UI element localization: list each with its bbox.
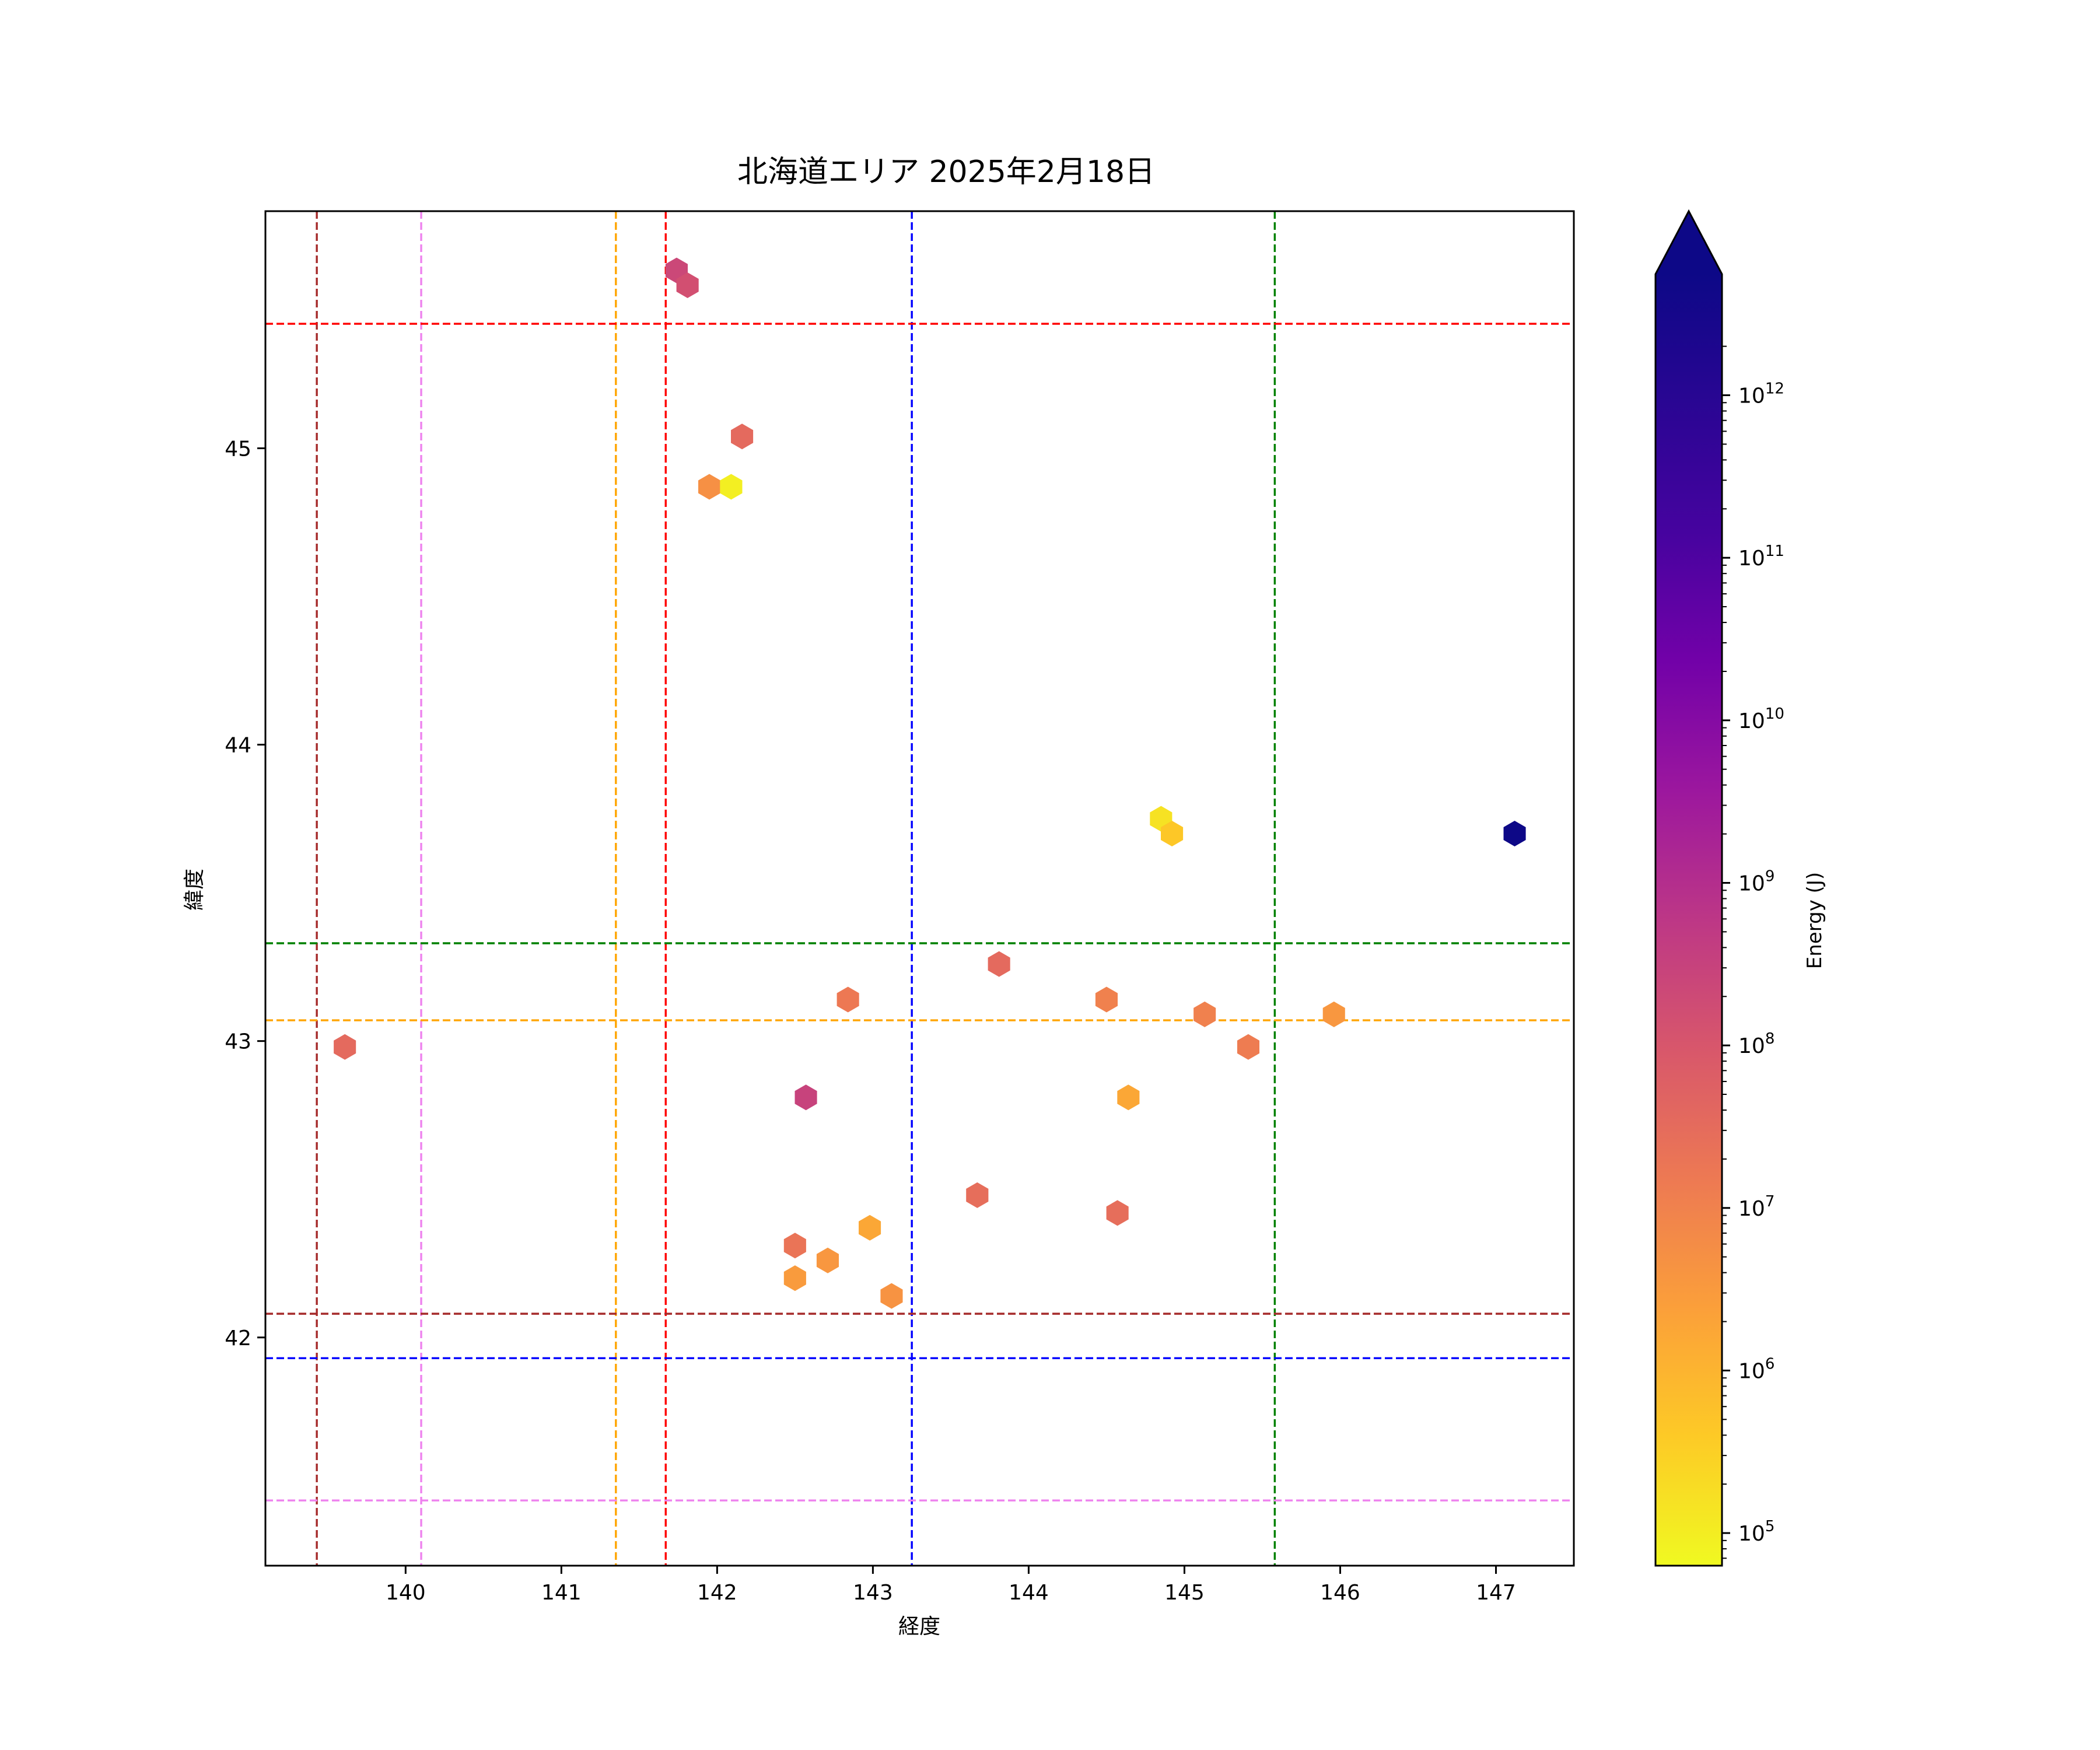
y-tick-label-2: 44 xyxy=(225,734,251,758)
y-tick-label-1: 43 xyxy=(225,1030,251,1054)
data-point-10 xyxy=(1095,986,1118,1013)
colorbar-tick-label-7: 1012 xyxy=(1738,380,1784,408)
data-points xyxy=(334,257,1526,1309)
data-point-14 xyxy=(1237,1034,1259,1060)
data-point-19 xyxy=(859,1214,881,1241)
x-tick-label-5: 145 xyxy=(1164,1581,1205,1605)
data-point-20 xyxy=(783,1233,806,1259)
data-point-11 xyxy=(1194,1001,1216,1027)
data-point-12 xyxy=(1322,1001,1345,1027)
data-point-16 xyxy=(1117,1084,1140,1111)
y-axis-label: 緯度 xyxy=(183,869,206,911)
colorbar-ticks: 105 106 107 108 109 1010 1011 1012 xyxy=(1722,345,1784,1559)
data-point-4 xyxy=(720,474,743,500)
x-tick-label-2: 142 xyxy=(697,1581,737,1605)
y-axis-ticks: 42 43 44 45 xyxy=(225,437,265,1350)
data-point-18 xyxy=(1106,1200,1129,1226)
x-tick-label-4: 144 xyxy=(1009,1581,1049,1605)
colorbar: 105 106 107 108 109 1010 1011 1012 Energy (J) xyxy=(1654,209,1826,1567)
y-tick-label-0: 42 xyxy=(225,1326,251,1350)
data-point-22 xyxy=(783,1265,806,1292)
colorbar-label: Energy (J) xyxy=(1803,872,1826,969)
data-point-3 xyxy=(698,474,721,500)
data-point-23 xyxy=(880,1283,903,1309)
data-point-7 xyxy=(1503,821,1526,846)
plot-area-frame xyxy=(264,210,1575,1567)
x-axis-label: 経度 xyxy=(898,1615,940,1639)
data-point-1 xyxy=(676,272,699,298)
colorbar-tick-label-6: 1011 xyxy=(1738,542,1784,570)
colorbar-tick-label-1: 106 xyxy=(1738,1355,1774,1383)
colorbar-frame xyxy=(1654,209,1723,1567)
data-point-6 xyxy=(1161,821,1184,846)
x-tick-label-7: 147 xyxy=(1476,1581,1516,1605)
chart-title: 北海道エリア 2025年2月18日 xyxy=(737,155,1155,190)
data-point-15 xyxy=(794,1084,817,1111)
x-tick-label-3: 143 xyxy=(853,1581,893,1605)
data-point-9 xyxy=(836,986,859,1013)
colorbar-tick-label-5: 1010 xyxy=(1738,705,1784,733)
x-axis-ticks: 140 141 142 143 144 145 146 147 xyxy=(386,1566,1516,1605)
data-point-13 xyxy=(334,1034,356,1060)
x-tick-label-1: 141 xyxy=(541,1581,582,1605)
colorbar-tick-label-3: 108 xyxy=(1738,1030,1774,1058)
x-tick-label-6: 146 xyxy=(1320,1581,1360,1605)
reference-lines xyxy=(265,211,1574,1566)
colorbar-tick-label-4: 109 xyxy=(1738,867,1774,895)
x-tick-label-0: 140 xyxy=(386,1581,426,1605)
data-point-2 xyxy=(731,424,754,450)
colorbar-gradient xyxy=(1656,274,1722,1566)
data-point-21 xyxy=(816,1247,839,1273)
colorbar-tick-label-0: 105 xyxy=(1738,1518,1774,1546)
data-point-8 xyxy=(988,951,1010,977)
colorbar-extend-arrow xyxy=(1656,211,1722,274)
colorbar-tick-label-2: 107 xyxy=(1738,1193,1774,1221)
y-tick-label-3: 45 xyxy=(225,437,251,461)
data-point-17 xyxy=(966,1182,989,1208)
